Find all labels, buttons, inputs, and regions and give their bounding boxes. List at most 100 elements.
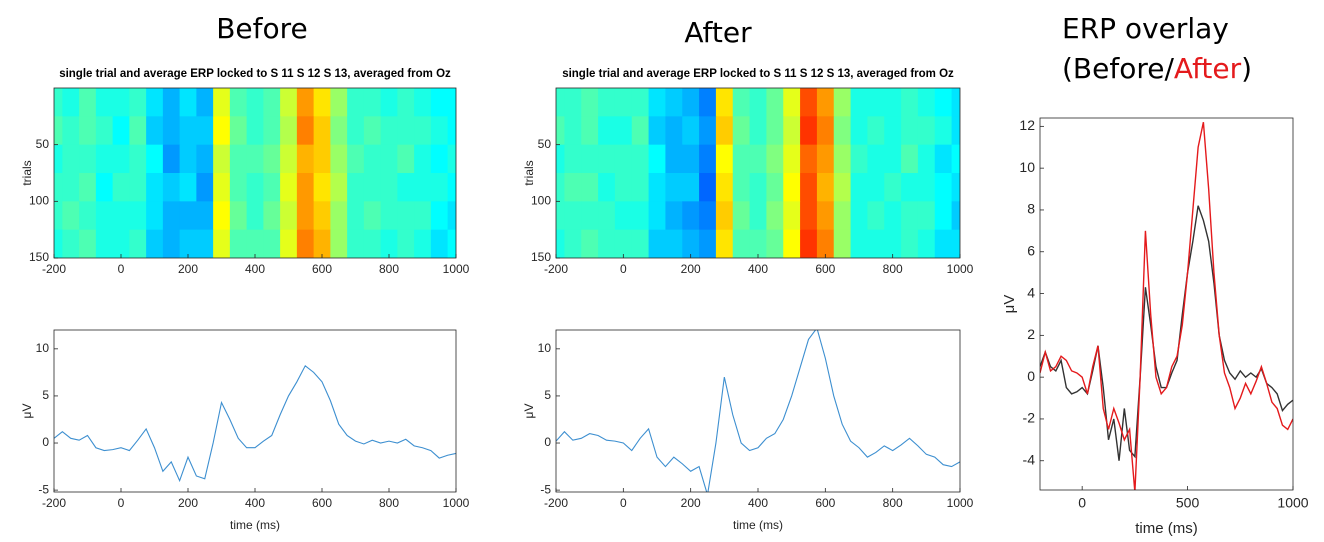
y-tick-label: 10 <box>1019 159 1035 175</box>
heatmap-cell <box>397 173 415 202</box>
y-tick-label: 8 <box>1027 201 1035 217</box>
heatmap-cell <box>196 229 214 258</box>
heatmap-cell <box>598 201 616 231</box>
y-tick-label: 150 <box>29 250 49 264</box>
heatmap-cell <box>564 88 582 117</box>
heatmap-cell <box>816 88 835 117</box>
heatmap-cell <box>54 201 63 231</box>
heatmap-cell <box>414 116 432 146</box>
heatmap-cell <box>179 229 197 258</box>
heatmap-cell <box>129 144 147 174</box>
heatmap-cell <box>146 173 164 202</box>
y-tick-label: -5 <box>540 482 551 496</box>
heatmap-cell <box>213 144 231 174</box>
heatmap-cell <box>833 88 852 117</box>
heatmap-cell <box>934 173 953 202</box>
heatmap-cell <box>598 116 616 146</box>
heatmap-cell <box>732 116 751 146</box>
heatmap-cell <box>263 116 281 146</box>
heatmap-cell <box>213 116 231 146</box>
heatmap-cell <box>556 229 565 258</box>
heatmap-cell <box>54 144 63 174</box>
heatmap-cell <box>112 88 130 117</box>
heatmap-cell <box>749 144 767 174</box>
heatmap-cell <box>280 88 298 117</box>
heatmap-cell <box>665 116 683 146</box>
y-tick-label: 150 <box>531 250 551 264</box>
heatmap-cell <box>414 144 432 174</box>
heatmap-cell <box>850 144 868 174</box>
heatmap-cell <box>783 144 801 174</box>
heatmap-cell <box>715 88 734 117</box>
heatmap-cell <box>749 116 767 146</box>
heatmap-cell <box>347 201 365 231</box>
heatmap-cell <box>430 116 449 146</box>
heatmap-cell <box>347 144 365 174</box>
heatmap-cell <box>732 173 751 202</box>
heatmap-cell <box>800 116 818 146</box>
heatmap-cell <box>263 201 281 231</box>
heatmap-cell <box>715 201 734 231</box>
heatmap-cell <box>146 201 164 231</box>
heatmap-cell <box>732 201 751 231</box>
x-tick-label: 800 <box>883 262 903 276</box>
heatmap-cell <box>95 229 114 258</box>
heatmap-cell <box>800 88 818 117</box>
heatmap-cell <box>330 173 348 202</box>
x-tick-label: 400 <box>245 496 265 510</box>
heatmap-cell <box>867 144 885 174</box>
heatmap-cell <box>363 144 382 174</box>
heatmap-cell <box>901 173 919 202</box>
heatmap-cell <box>330 88 348 117</box>
heatmap-cell <box>179 116 197 146</box>
x-tick-label: -200 <box>544 262 568 276</box>
heatmap-cell <box>833 173 852 202</box>
axes-frame <box>1039 117 1294 491</box>
heatmap-cell <box>296 201 315 231</box>
heatmap-cell <box>715 173 734 202</box>
heatmap-cell <box>766 88 784 117</box>
heatmap-cell <box>397 144 415 174</box>
heatmap-cell <box>296 116 315 146</box>
heatmap-cell <box>682 201 700 231</box>
x-tick-label: 600 <box>312 262 332 276</box>
heatmap-cell <box>213 88 231 117</box>
heatmap-cell <box>766 116 784 146</box>
heatmap-cell <box>850 116 868 146</box>
heatmap-cell <box>397 116 415 146</box>
x-tick-label: 0 <box>1078 495 1086 511</box>
heatmap-cell <box>564 201 582 231</box>
heatmap-cell <box>682 144 700 174</box>
heatmap-cell <box>263 144 281 174</box>
y-axis-label: trials <box>522 160 536 185</box>
plot-area <box>1040 122 1293 490</box>
heatmap-cell <box>800 229 818 258</box>
y-axis-label: μV <box>522 404 536 419</box>
heatmap-cell <box>363 229 382 258</box>
heatmap-cell <box>246 173 264 202</box>
heatmap-cell <box>213 173 231 202</box>
x-tick-label: 400 <box>748 496 768 510</box>
heatmap-cell <box>447 173 456 202</box>
heatmap-cell <box>414 201 432 231</box>
heatmap-cell <box>951 144 960 174</box>
heatmap-cell <box>766 173 784 202</box>
heatmap-cell <box>313 173 331 202</box>
heatmap-cell <box>917 144 936 174</box>
x-tick-label: -200 <box>42 496 66 510</box>
heatmap-cell <box>330 116 348 146</box>
x-tick-label: 200 <box>681 262 701 276</box>
heatmap-cell <box>229 201 248 231</box>
heatmap-cell <box>934 229 953 258</box>
heatmap-cell <box>598 144 616 174</box>
heatmap-cell <box>414 88 432 117</box>
heatmap-cell <box>917 201 936 231</box>
heatmap-cell <box>581 229 599 258</box>
heatmap-cell <box>313 229 331 258</box>
x-tick-label: 800 <box>883 496 903 510</box>
heatmap-cell <box>430 229 449 258</box>
heatmap-cell <box>347 88 365 117</box>
heatmap-cell <box>800 201 818 231</box>
y-tick-label: 5 <box>544 388 551 402</box>
